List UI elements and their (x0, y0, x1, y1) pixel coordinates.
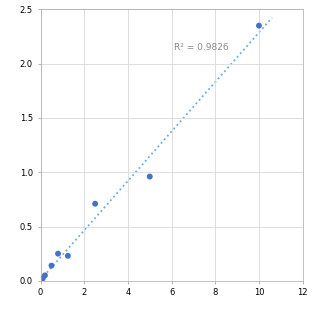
Point (66, 253, 71, 258)
Point (256, 23, 261, 28)
Point (93, 201, 98, 206)
Point (40, 276, 45, 281)
Point (49, 263, 54, 268)
Text: R² = 0.9826: R² = 0.9826 (174, 42, 228, 51)
Point (147, 174, 152, 179)
Point (39, 276, 44, 281)
Point (56, 251, 61, 256)
Point (42, 273, 47, 278)
